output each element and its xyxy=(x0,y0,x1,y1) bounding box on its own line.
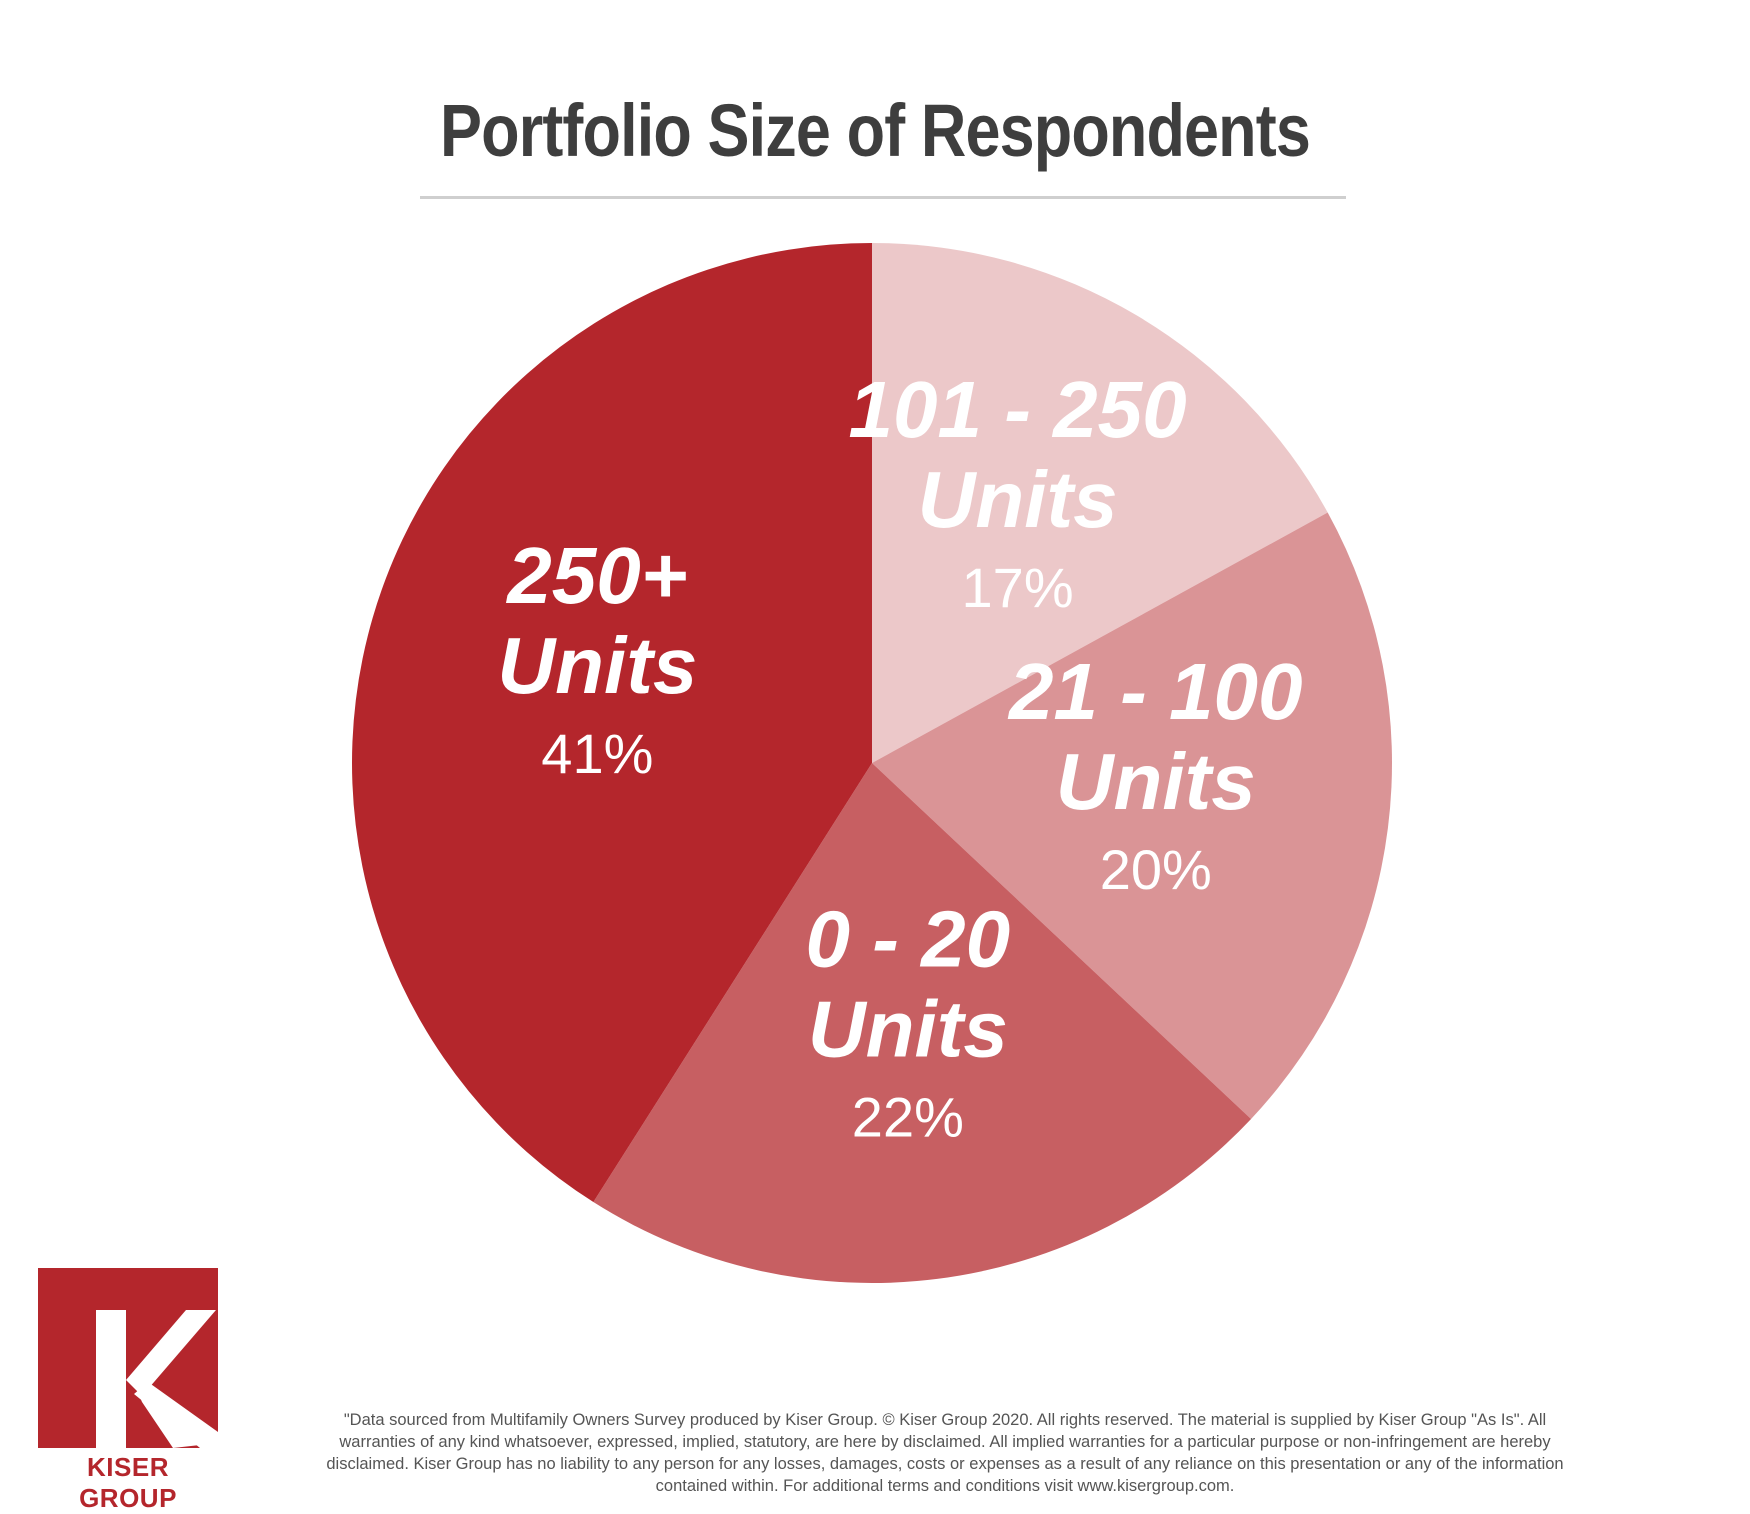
disclaimer-text: "Data sourced from Multifamily Owners Su… xyxy=(326,1411,1564,1495)
slice-units-label: Units xyxy=(808,985,1008,1074)
slice-percent-label: 20% xyxy=(1100,838,1212,901)
pie-slice xyxy=(593,763,1252,1284)
slice-percent-label: 22% xyxy=(852,1086,964,1149)
kiser-logo-icon xyxy=(38,1268,218,1448)
slice-percent-label: 17% xyxy=(962,556,1074,619)
slice-units-label: Units xyxy=(1056,737,1256,826)
slice-range-label: 250+ xyxy=(505,531,687,620)
slice-percent-label: 41% xyxy=(541,722,653,785)
slice-range-label: 101 - 250 xyxy=(849,365,1187,454)
chart-title: Portfolio Size of Respondents xyxy=(440,89,1311,172)
slice-range-label: 21 - 100 xyxy=(1007,647,1303,736)
pie-slice xyxy=(872,512,1392,1119)
pie-slice xyxy=(351,243,872,1203)
logo-text: KISER GROUP xyxy=(79,1452,177,1513)
slice-units-label: Units xyxy=(918,455,1118,544)
slice-units-label: Units xyxy=(497,621,697,710)
pie-slice xyxy=(872,243,1328,763)
slice-range-label: 0 - 20 xyxy=(806,895,1011,984)
title-divider xyxy=(420,196,1346,199)
